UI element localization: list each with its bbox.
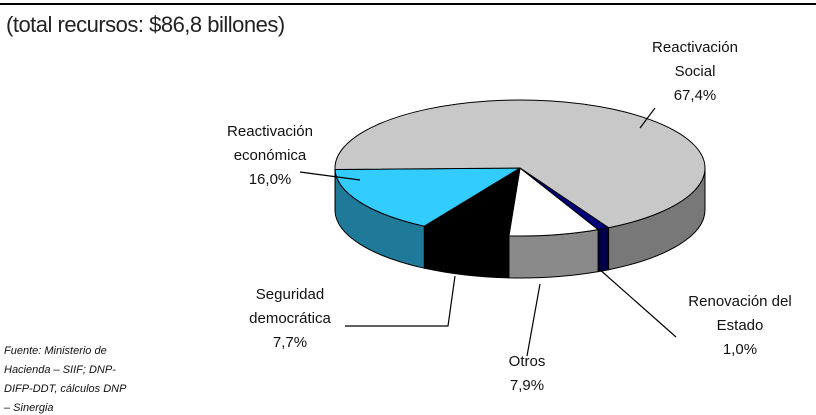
slice-top [519,167,610,231]
category-label: Renovación del Estado [688,293,792,334]
value-label: 7,7% [272,334,308,351]
slice-label: Reactivación económica 16,0% [210,120,330,192]
leader-line [639,107,656,129]
category-label: Seguridad democrática [249,286,331,327]
leader-line [526,283,541,357]
category-label: Reactivación Social [652,39,738,80]
value-label: 16,0% [248,171,292,188]
pie-slice [519,167,610,273]
slice-label: Reactivación Social 67,4% [630,36,760,108]
category-label: Otros [508,353,546,370]
slice-label: Seguridad democrática 7,7% [230,283,350,355]
pie-slice [334,167,522,269]
value-label: 7,9% [509,377,545,394]
category-label: Reactivación económica [227,123,313,164]
leader-line [597,267,677,338]
leader-line [299,171,361,181]
value-label: 67,4% [673,87,717,104]
slice-top [508,167,600,237]
pie-slice [334,99,706,271]
pie-slice [422,167,521,279]
slice-side [597,227,610,273]
pie-slice [508,167,600,279]
slice-side [508,229,599,279]
slice-label: Otros 7,9% [487,350,567,398]
slice-top [334,167,522,227]
slice-label: Renovación del Estado 1,0% [680,290,800,362]
value-label: 1,0% [722,341,758,358]
chart-title: (total recursos: $86,8 billones) [6,12,285,37]
source-note: Fuente: Ministerio de Hacienda – SIIF; D… [4,345,127,414]
leader-line [345,275,456,327]
slice-top [334,99,706,229]
